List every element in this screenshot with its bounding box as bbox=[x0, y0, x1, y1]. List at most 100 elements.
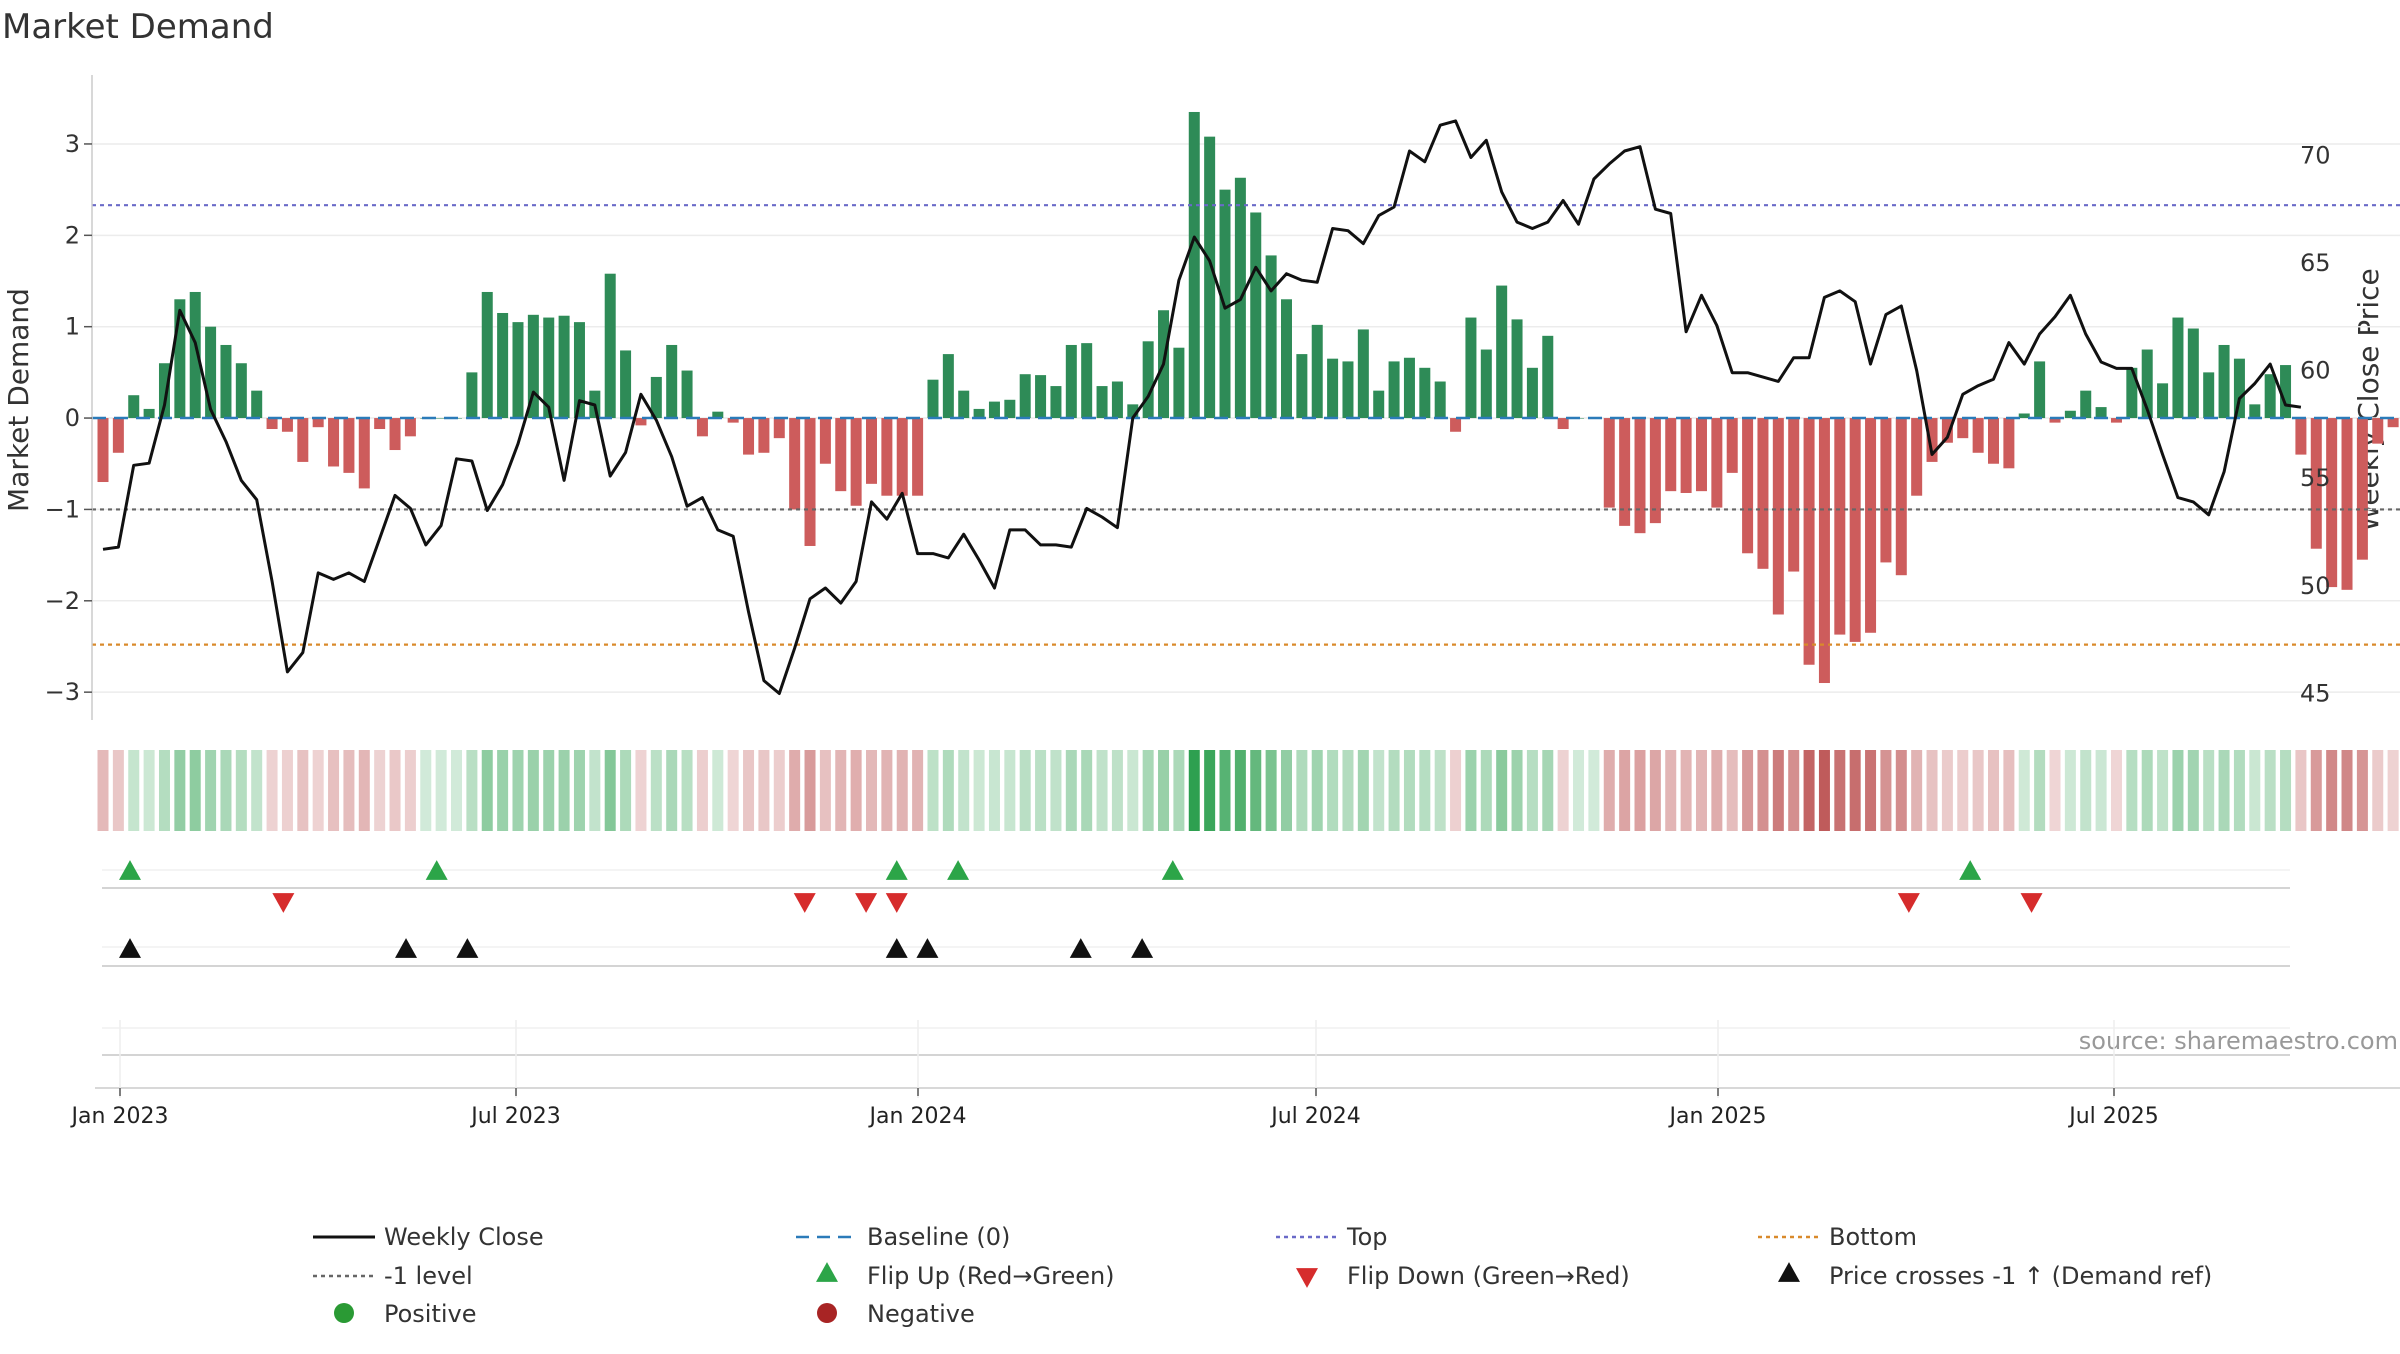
heat-cell bbox=[1819, 750, 1830, 831]
demand-bar bbox=[497, 313, 508, 418]
legend-swatch-triangle-down bbox=[1296, 1268, 1318, 1288]
demand-bar bbox=[1281, 299, 1292, 418]
demand-bar bbox=[1173, 348, 1184, 418]
demand-bar bbox=[113, 418, 124, 453]
demand-bar bbox=[1804, 418, 1815, 665]
demand-bar bbox=[620, 350, 631, 418]
heat-cell bbox=[1465, 750, 1476, 831]
demand-bar bbox=[1404, 358, 1415, 418]
demand-bar bbox=[1296, 354, 1307, 418]
demand-bar bbox=[2342, 418, 2353, 590]
demand-bar bbox=[1880, 418, 1891, 562]
demand-bar bbox=[1896, 418, 1907, 575]
source-label: source: sharemaestro.com bbox=[2079, 1027, 2398, 1055]
demand-bar bbox=[2295, 418, 2306, 455]
legend-item: Flip Up (Red→Green) bbox=[816, 1262, 1115, 1290]
heat-cell bbox=[2342, 750, 2353, 831]
demand-bar bbox=[1327, 359, 1338, 418]
price-cross-marker bbox=[1131, 938, 1153, 958]
demand-bar bbox=[1112, 382, 1123, 419]
heat-cell bbox=[1650, 750, 1661, 831]
demand-bar bbox=[2188, 329, 2199, 419]
demand-bar bbox=[1312, 325, 1323, 418]
demand-bar bbox=[1004, 400, 1015, 418]
demand-bar bbox=[2234, 359, 2245, 418]
demand-bar bbox=[851, 418, 862, 506]
demand-bar bbox=[758, 418, 769, 453]
heat-cell bbox=[220, 750, 231, 831]
heat-cell bbox=[1081, 750, 1092, 831]
legend-item: Weekly Close bbox=[313, 1223, 544, 1251]
demand-bar bbox=[866, 418, 877, 484]
demand-bar bbox=[774, 418, 785, 438]
heat-cell bbox=[1143, 750, 1154, 831]
demand-bar bbox=[1435, 382, 1446, 419]
demand-bar bbox=[98, 418, 109, 482]
demand-bar bbox=[328, 418, 339, 466]
heat-cell bbox=[789, 750, 800, 831]
legend-label: Negative bbox=[867, 1300, 975, 1328]
heat-cell bbox=[774, 750, 785, 831]
heat-cell bbox=[512, 750, 523, 831]
heat-cell bbox=[2096, 750, 2107, 831]
heat-cell bbox=[927, 750, 938, 831]
demand-bar bbox=[1035, 375, 1046, 418]
demand-bar bbox=[2003, 418, 2014, 468]
y-tick-label: −3 bbox=[45, 678, 80, 706]
price-cross-marker bbox=[1070, 938, 1092, 958]
heat-cell bbox=[866, 750, 877, 831]
heat-cell bbox=[236, 750, 247, 831]
heat-cell bbox=[1727, 750, 1738, 831]
demand-bar bbox=[236, 363, 247, 418]
heat-cell bbox=[2157, 750, 2168, 831]
y2-tick-label: 65 bbox=[2300, 249, 2331, 277]
demand-bar bbox=[2203, 372, 2214, 418]
y2-tick-label: 60 bbox=[2300, 357, 2331, 385]
heat-cell bbox=[1189, 750, 1200, 831]
heat-cell bbox=[2234, 750, 2245, 831]
heat-cell bbox=[2049, 750, 2060, 831]
demand-bar bbox=[1957, 418, 1968, 438]
legend-item: Baseline (0) bbox=[796, 1223, 1010, 1251]
heat-cell bbox=[620, 750, 631, 831]
heat-cell bbox=[205, 750, 216, 831]
y-tick-label: 0 bbox=[65, 404, 80, 432]
heat-cell bbox=[1204, 750, 1215, 831]
demand-bar bbox=[405, 418, 416, 436]
heat-cell bbox=[1158, 750, 1169, 831]
heat-cell bbox=[1880, 750, 1891, 831]
heat-cell bbox=[2311, 750, 2322, 831]
legend-item: Top bbox=[1276, 1223, 1388, 1251]
demand-bar bbox=[1081, 343, 1092, 418]
heat-cell bbox=[728, 750, 739, 831]
heat-cell bbox=[574, 750, 585, 831]
heat-cell bbox=[1573, 750, 1584, 831]
demand-bar bbox=[128, 395, 139, 418]
demand-bar bbox=[682, 371, 693, 419]
demand-bar bbox=[805, 418, 816, 546]
heat-cell bbox=[328, 750, 339, 831]
demand-bar bbox=[605, 274, 616, 418]
demand-bar bbox=[2372, 418, 2383, 444]
heat-cell bbox=[1281, 750, 1292, 831]
demand-bar bbox=[313, 418, 324, 427]
demand-bar bbox=[1819, 418, 1830, 683]
heat-cell bbox=[390, 750, 401, 831]
heat-cell bbox=[2388, 750, 2399, 831]
heat-cell bbox=[2357, 750, 2368, 831]
heat-cell bbox=[1312, 750, 1323, 831]
legend-item: -1 level bbox=[313, 1262, 473, 1290]
heat-cell bbox=[666, 750, 677, 831]
legend-label: Baseline (0) bbox=[867, 1223, 1010, 1251]
demand-bar bbox=[144, 409, 155, 418]
legend-label: Positive bbox=[384, 1300, 477, 1328]
x-tick-label: Jul 2025 bbox=[2067, 1104, 2159, 1129]
flip-down-marker bbox=[2021, 893, 2043, 913]
heat-cell bbox=[1004, 750, 1015, 831]
heat-cell bbox=[2265, 750, 2276, 831]
heat-cell bbox=[2280, 750, 2291, 831]
demand-bar bbox=[1373, 391, 1384, 418]
heat-cell bbox=[1927, 750, 1938, 831]
